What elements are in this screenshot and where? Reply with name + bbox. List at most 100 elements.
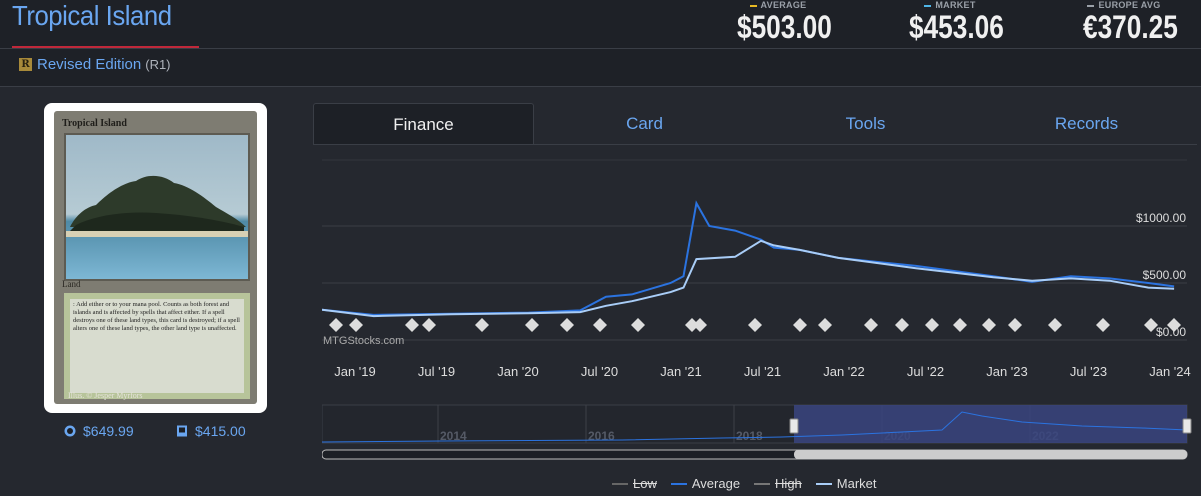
x-tick-label: Jul '19 bbox=[418, 364, 455, 379]
cmr-icon[interactable] bbox=[953, 318, 967, 332]
x-tick-label: Jan '20 bbox=[497, 364, 539, 379]
navigator-year-label: 2014 bbox=[440, 429, 467, 443]
x-tick-label: Jan '24 bbox=[1149, 364, 1191, 379]
tab-finance[interactable]: Finance bbox=[313, 103, 534, 144]
chart-legend: Low Average High Market bbox=[612, 476, 877, 491]
price-value: $453.06 bbox=[909, 9, 1004, 45]
series-line-market bbox=[322, 239, 1175, 318]
navigator-series bbox=[322, 411, 1188, 443]
snc-icon[interactable] bbox=[631, 318, 645, 332]
mid-icon[interactable] bbox=[1144, 318, 1158, 332]
x-tick-label: Jul '21 bbox=[744, 364, 781, 379]
legend-item-average[interactable]: Average bbox=[670, 476, 741, 491]
series-line-average bbox=[322, 200, 1175, 316]
tab-underline bbox=[313, 144, 1197, 145]
legend-swatch bbox=[754, 482, 771, 485]
edition-code: (R1) bbox=[145, 57, 171, 72]
one-icon[interactable] bbox=[748, 318, 762, 332]
price-market: MARKET $453.06 bbox=[900, 0, 1004, 45]
legend-swatch bbox=[815, 482, 832, 485]
price-average: AVERAGE $503.00 bbox=[728, 0, 832, 45]
price-label: MARKET bbox=[935, 0, 976, 10]
x-tick-label: Jan '19 bbox=[334, 364, 376, 379]
price-value: €370.25 bbox=[1083, 9, 1178, 45]
afr-icon[interactable] bbox=[475, 318, 489, 332]
vow-icon[interactable] bbox=[1167, 318, 1181, 332]
vow-icon[interactable] bbox=[560, 318, 574, 332]
navigator-selection[interactable] bbox=[794, 405, 1187, 443]
x-tick-label: Jan '23 bbox=[986, 364, 1028, 379]
card-box-icon bbox=[177, 425, 187, 437]
mkm-icon[interactable] bbox=[895, 318, 909, 332]
edition-info[interactable]: R Revised Edition (R1) bbox=[19, 56, 171, 73]
card-frame: Tropical Island Land : Add either or to … bbox=[54, 111, 257, 404]
neo-icon[interactable] bbox=[593, 318, 607, 332]
card-rules-text: : Add either or to your mana pool. Count… bbox=[64, 293, 250, 399]
bro-icon[interactable] bbox=[693, 318, 707, 332]
navigator-year-label: 2018 bbox=[736, 429, 763, 443]
legend-swatch bbox=[670, 482, 687, 485]
edition-link[interactable]: Revised Edition bbox=[37, 56, 142, 73]
tab-card[interactable]: Card bbox=[626, 114, 663, 133]
foil-price[interactable]: $649.99 bbox=[64, 423, 134, 439]
card-type-line: Land bbox=[62, 279, 81, 289]
cmr-icon[interactable] bbox=[329, 318, 343, 332]
foil-price-value: $649.99 bbox=[83, 423, 134, 439]
tab-records[interactable]: Records bbox=[1054, 114, 1119, 133]
y-tick-label: $0.00 bbox=[1156, 325, 1186, 339]
afr-icon[interactable] bbox=[1096, 318, 1110, 332]
box-price[interactable]: $415.00 bbox=[176, 423, 246, 439]
legend-swatch bbox=[612, 482, 628, 485]
set-rarity-icon: R bbox=[19, 58, 32, 71]
market-dash-icon bbox=[924, 4, 932, 7]
price-label: EUROPE AVG bbox=[1098, 0, 1161, 10]
khm-icon[interactable] bbox=[405, 318, 419, 332]
2xm-icon[interactable] bbox=[349, 318, 363, 332]
mid-icon[interactable] bbox=[525, 318, 539, 332]
scrollbar-thumb[interactable] bbox=[794, 450, 1187, 459]
legend-item-high[interactable]: High bbox=[754, 476, 802, 491]
legend-label: Market bbox=[836, 476, 877, 491]
legend-item-market[interactable]: Market bbox=[815, 476, 877, 491]
stx-icon[interactable] bbox=[422, 318, 436, 332]
navigator-year-label: 2016 bbox=[588, 429, 615, 443]
legend-item-low[interactable]: Low bbox=[612, 476, 657, 491]
mom-icon[interactable] bbox=[793, 318, 807, 332]
price-value: $503.00 bbox=[737, 9, 832, 45]
stx-icon[interactable] bbox=[1048, 318, 1062, 332]
card-artist: Illus. © Jesper Myrfors bbox=[68, 391, 143, 400]
y-tick-label: $500.00 bbox=[1143, 268, 1187, 282]
legend-label: High bbox=[775, 476, 802, 491]
chart-watermark: MTGStocks.com bbox=[323, 335, 404, 347]
tab-tools[interactable]: Tools bbox=[845, 114, 886, 133]
price-europe: EUROPE AVG €370.25 bbox=[1074, 0, 1178, 45]
header-divider bbox=[0, 48, 1201, 49]
legend-label: Average bbox=[691, 476, 741, 491]
card-image[interactable]: Tropical Island Land : Add either or to … bbox=[44, 103, 267, 413]
price-label: AVERAGE bbox=[760, 0, 807, 10]
x-tick-label: Jul '23 bbox=[1070, 364, 1107, 379]
card-title: Tropical Island bbox=[62, 118, 127, 129]
card-art bbox=[64, 133, 250, 281]
europe-dash-icon bbox=[1087, 4, 1095, 7]
page-title: Tropical Island bbox=[12, 0, 172, 31]
box-price-value: $415.00 bbox=[195, 423, 246, 439]
x-tick-label: Jul '22 bbox=[907, 364, 944, 379]
page-header: Tropical Island R Revised Edition (R1) A… bbox=[0, 0, 1201, 86]
otj-icon[interactable] bbox=[925, 318, 939, 332]
y-tick-label: $1000.00 bbox=[1136, 211, 1186, 225]
navigator-right-handle[interactable] bbox=[1182, 418, 1192, 434]
dmu-icon[interactable] bbox=[685, 318, 699, 332]
lci-icon[interactable] bbox=[864, 318, 878, 332]
price-chart[interactable]: $1000.00 $500.00 $0.00 MTGStocks.com Jan '19… bbox=[322, 150, 1192, 464]
tab-bar: Finance Card Tools Records bbox=[313, 103, 1197, 144]
khm-icon[interactable] bbox=[1008, 318, 1022, 332]
navigator-left-handle[interactable] bbox=[789, 418, 799, 434]
x-tick-label: Jan '21 bbox=[660, 364, 702, 379]
legend-label: Low bbox=[633, 476, 657, 491]
average-dash-icon bbox=[749, 4, 757, 7]
x-tick-label: Jul '20 bbox=[581, 364, 618, 379]
2xm-icon[interactable] bbox=[982, 318, 996, 332]
foil-circle-icon bbox=[64, 425, 76, 437]
woe-icon[interactable] bbox=[818, 318, 832, 332]
